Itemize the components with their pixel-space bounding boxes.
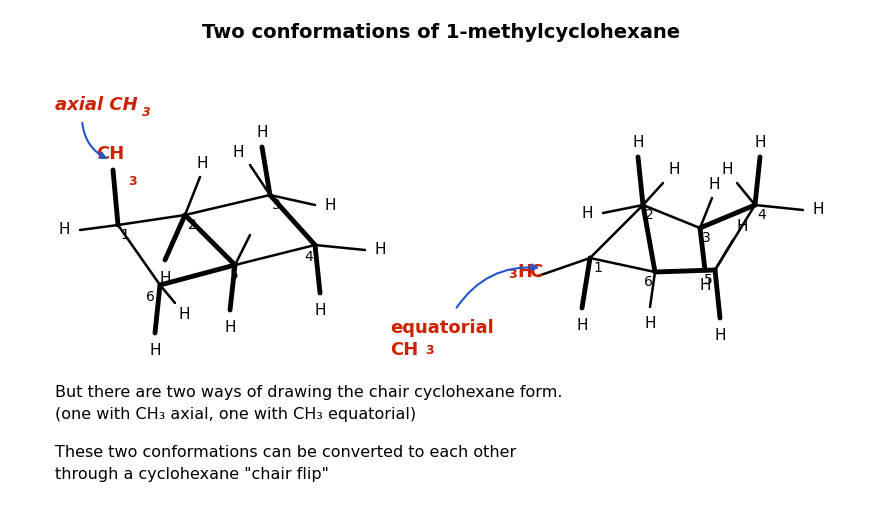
Text: H: H [644,316,655,331]
Text: H: H [754,135,766,150]
Text: H: H [314,303,325,318]
Text: H: H [576,318,587,333]
Text: But there are two ways of drawing the chair cyclohexane form.
(one with CH₃ axia: But there are two ways of drawing the ch… [55,385,563,422]
Text: H: H [737,219,749,234]
Text: 3: 3 [272,198,280,212]
Text: 4: 4 [304,250,313,264]
Text: H: H [813,203,825,218]
Text: These two conformations can be converted to each other
through a cyclohexane "ch: These two conformations can be converted… [55,445,516,482]
Text: 3: 3 [508,268,517,281]
Text: H: H [581,206,593,220]
Text: C: C [528,263,542,281]
Text: 1: 1 [120,228,129,242]
Text: 3: 3 [142,105,151,118]
Text: H: H [721,162,733,177]
Text: H: H [58,222,70,238]
Text: H: H [197,156,208,171]
Text: H: H [699,278,711,293]
Text: 5: 5 [704,273,713,287]
Text: H: H [160,271,171,286]
Text: 4: 4 [757,208,766,222]
Text: CH: CH [96,145,124,163]
Text: axial CH: axial CH [55,96,138,114]
Text: H: H [375,243,386,257]
Text: CH: CH [390,341,418,359]
Text: H: H [668,162,679,177]
Text: H: H [224,320,235,335]
Text: H: H [149,343,161,358]
Text: H: H [517,263,532,281]
Text: 3: 3 [425,344,434,357]
Text: equatorial: equatorial [390,319,494,337]
Text: 6: 6 [644,275,653,289]
Text: H: H [632,135,644,150]
Text: H: H [714,328,726,343]
Text: 3: 3 [128,175,137,188]
Text: H: H [708,177,720,192]
Text: 2: 2 [645,208,654,222]
Text: 1: 1 [593,261,602,275]
Text: 2: 2 [188,218,197,232]
Text: H: H [233,145,244,160]
Text: 3: 3 [702,231,711,245]
Text: H: H [178,307,190,322]
Text: H: H [325,197,337,212]
Text: 5: 5 [229,268,238,282]
Text: Two conformations of 1-methylcyclohexane: Two conformations of 1-methylcyclohexane [202,22,680,42]
Text: H: H [257,125,268,140]
Text: 6: 6 [146,290,155,304]
